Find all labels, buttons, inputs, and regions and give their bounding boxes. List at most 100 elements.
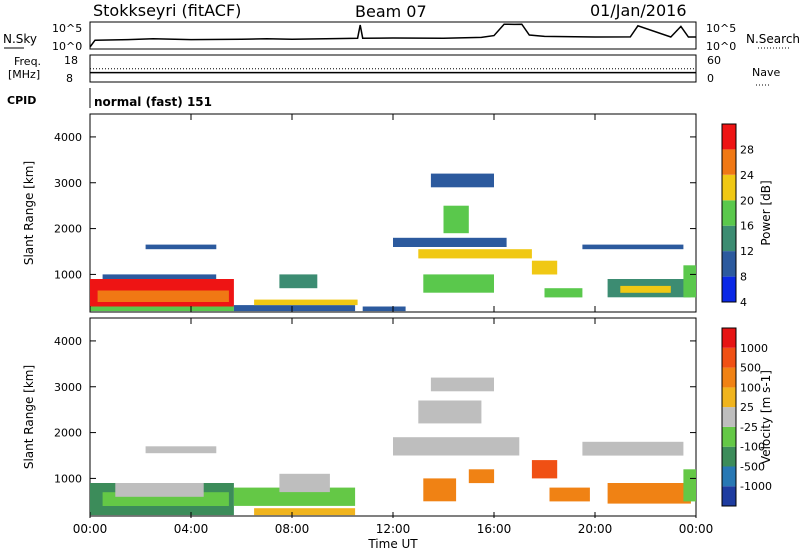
colorbar-swatch — [722, 446, 736, 467]
data-cell — [430, 173, 494, 188]
y-tick-label: 2000 — [54, 427, 82, 440]
colorbar-tick-label: 25 — [740, 401, 754, 414]
data-cell — [254, 299, 358, 306]
data-cell — [362, 306, 406, 312]
velocity-cells — [90, 377, 696, 516]
data-cell — [145, 446, 217, 454]
x-tick-label: 00:00 — [73, 522, 108, 536]
data-cell — [582, 441, 684, 456]
colorbar-tick-label: 100 — [740, 381, 761, 394]
nave-right-label: Nave — [752, 66, 780, 79]
data-cell — [544, 288, 583, 298]
data-cell — [607, 483, 691, 504]
y-tick-label: 1000 — [54, 268, 82, 281]
data-cell — [279, 473, 330, 493]
freq-left-tick-bottom: 8 — [66, 72, 73, 85]
x-tick-label: 08:00 — [275, 522, 310, 536]
colorbar-swatch — [722, 251, 736, 277]
x-tick-label: 20:00 — [578, 522, 613, 536]
colorbar-swatch — [722, 328, 736, 348]
nave-right-tick-bottom: 0 — [707, 72, 714, 85]
colorbar-swatch — [722, 174, 736, 201]
colorbar-swatch — [722, 124, 736, 150]
freq-left-tick-top: 18 — [64, 54, 78, 67]
colorbar-tick-label: 20 — [740, 194, 754, 207]
x-axis-label: Time UT — [367, 537, 418, 551]
noise-right-tick-top: 10^5 — [706, 22, 736, 35]
colorbar-tick-label: 1000 — [740, 342, 768, 355]
colorbar-tick-label: 16 — [740, 220, 754, 233]
colorbar-tick-label: 500 — [740, 362, 761, 375]
cpid-mode: normal (fast) 151 — [94, 95, 212, 109]
data-cell — [582, 244, 684, 250]
data-cell — [115, 483, 204, 497]
y-tick-label: 1000 — [54, 472, 82, 485]
data-cell — [418, 249, 532, 259]
data-cell — [233, 305, 356, 312]
colorbar-frame — [721, 123, 737, 303]
data-cell — [430, 377, 494, 392]
velocity-panel: 4000 3000 2000 1000 Slant Range [km] 1000 50… — [22, 317, 773, 517]
data-cell — [145, 244, 217, 250]
velocity-colorbar-label: Velocity [m s-1] — [759, 370, 773, 464]
power-ylabel: Slant Range [km] — [22, 161, 36, 265]
colorbar-swatch — [722, 276, 736, 302]
colorbar-frame — [721, 327, 737, 507]
noise-sky-line — [89, 23, 696, 48]
data-cell — [393, 437, 520, 456]
y-tick-label: 2000 — [54, 223, 82, 236]
data-cell — [443, 205, 469, 234]
data-cell — [418, 400, 482, 424]
colorbar-tick-label: -500 — [740, 460, 765, 473]
colorbar-tick-label: 24 — [740, 169, 754, 182]
data-cell — [531, 460, 558, 479]
colorbar-swatch — [722, 486, 736, 506]
freq-left-label: Freq. — [14, 55, 41, 68]
velocity-yticks: 4000 3000 2000 1000 — [54, 335, 696, 485]
nave-right-tick-top: 60 — [707, 54, 721, 67]
colorbar-swatch — [722, 200, 736, 226]
data-cell — [423, 478, 457, 502]
power-colorbar-label: Power [dB] — [759, 180, 773, 245]
x-tick-label: 12:00 — [376, 522, 411, 536]
x-tick-label: 16:00 — [477, 522, 512, 536]
date-title: 01/Jan/2016 — [590, 1, 687, 20]
power-colorbar: 28 24 20 16 12 8 4 — [721, 123, 754, 309]
velocity-colorbar: 1000 500 100 25 -25 -100 -500 -1000 — [721, 327, 772, 507]
colorbar-tick-label: 4 — [740, 296, 747, 309]
x-tick-label: 00:00 — [679, 522, 714, 536]
power-panel: 4000 3000 2000 1000 Slant Range [km] 28 24 20… — [22, 113, 773, 313]
x-tick-label: 04:00 — [174, 522, 209, 536]
power-cells — [90, 173, 696, 312]
data-cell — [468, 469, 495, 484]
data-cell — [90, 306, 234, 312]
data-cell — [393, 237, 507, 247]
data-cell — [549, 487, 590, 502]
colorbar-swatch — [722, 149, 736, 175]
colorbar-swatch — [722, 466, 736, 487]
colorbar-swatch — [722, 347, 736, 368]
velocity-ylabel: Slant Range [km] — [22, 365, 36, 469]
colorbar-swatch — [722, 225, 736, 252]
data-cell — [233, 487, 356, 506]
colorbar-tick-label: 28 — [740, 143, 754, 156]
noise-right-tick-bottom: 10^0 — [706, 40, 736, 53]
data-cell — [279, 274, 318, 289]
noise-left-label: N.Sky — [3, 32, 37, 46]
colorbar-swatch — [722, 367, 736, 388]
y-tick-label: 3000 — [54, 177, 82, 190]
noise-right-label: N.Search — [746, 32, 800, 46]
data-cell — [254, 508, 356, 516]
y-tick-label: 4000 — [54, 131, 82, 144]
colorbar-tick-label: -1000 — [740, 480, 772, 493]
data-cell — [97, 290, 229, 302]
x-axis-ticks: 00:00 04:00 08:00 12:00 16:00 20:00 00:00 — [73, 114, 714, 536]
colorbar-swatch — [722, 426, 736, 447]
colorbar-swatch — [722, 407, 736, 427]
data-cell — [531, 260, 558, 275]
y-tick-label: 3000 — [54, 381, 82, 394]
cpid-label: CPID — [7, 94, 36, 107]
colorbar-swatch — [722, 387, 736, 408]
noise-left-tick-bottom: 10^0 — [52, 40, 82, 53]
